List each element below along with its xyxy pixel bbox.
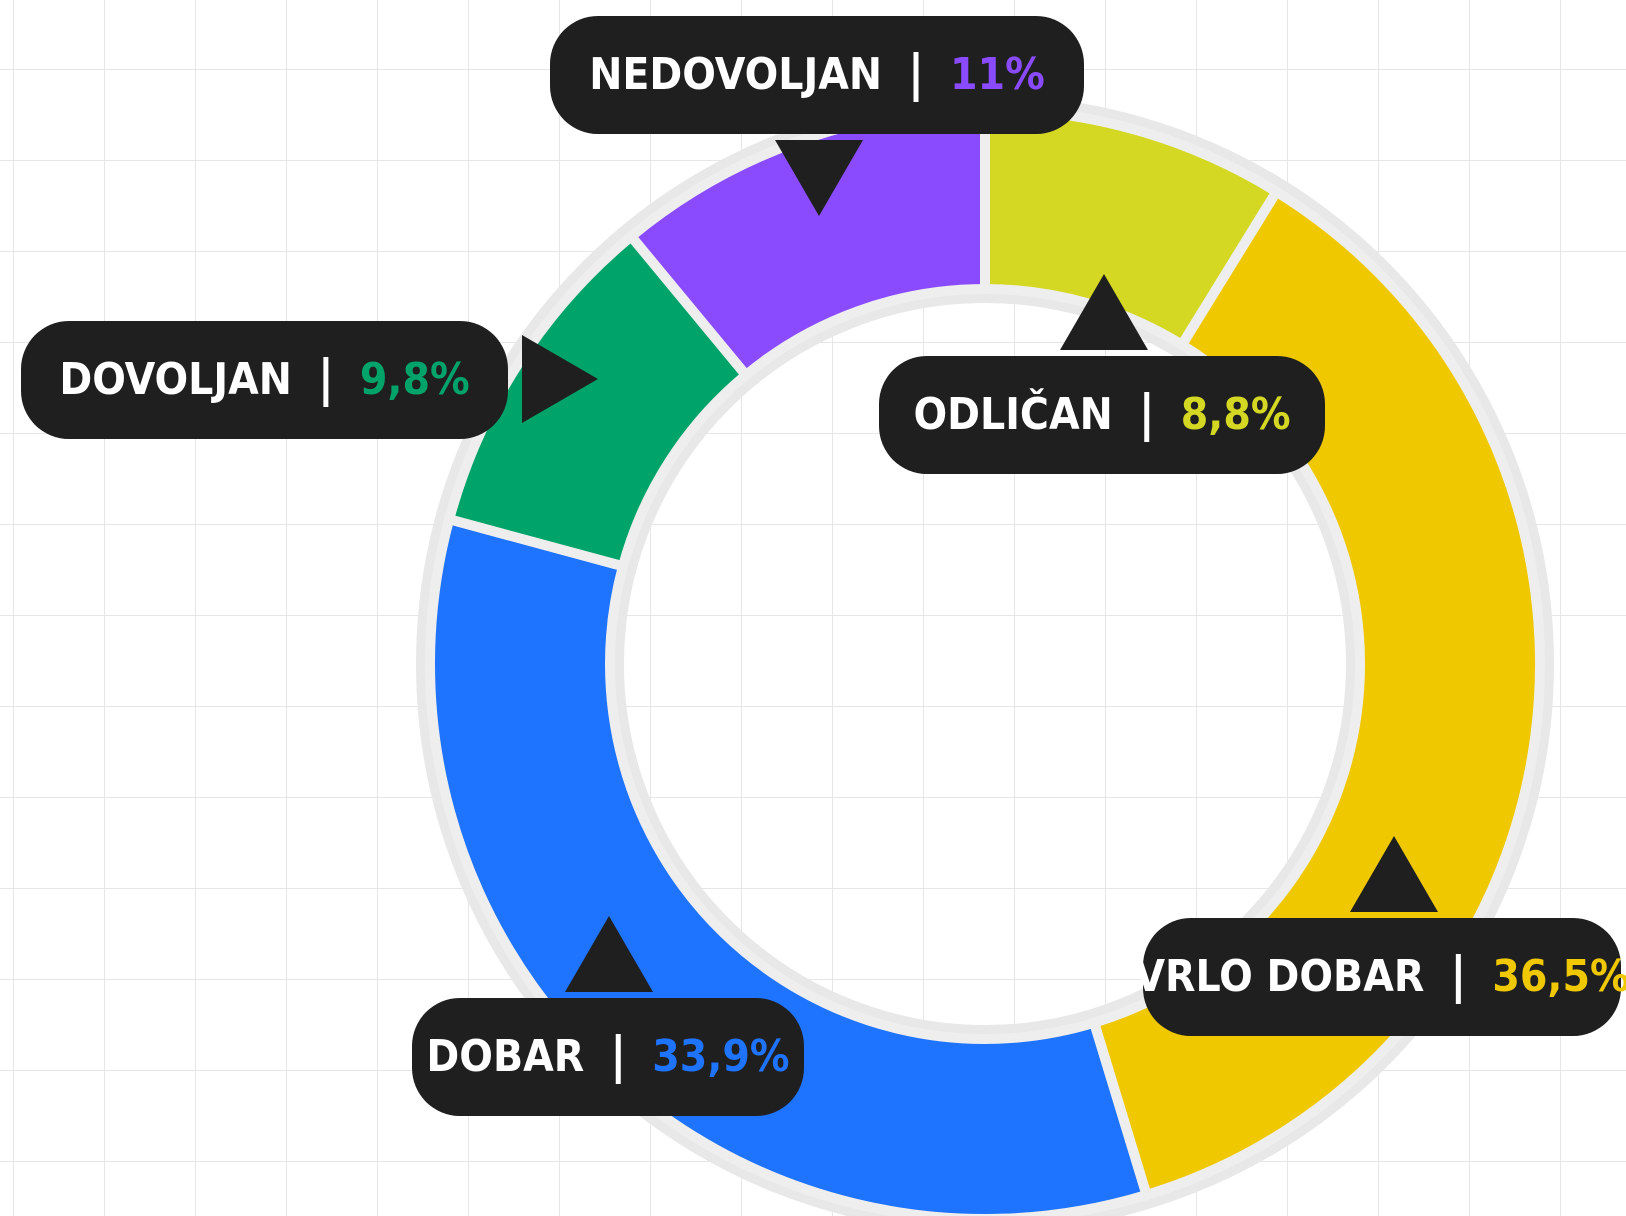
pointer [522,335,598,423]
category-label: ODLIČAN [913,387,1112,440]
pointer [1350,836,1438,912]
inner-ring [610,289,1360,1039]
category-label: VRLO DOBAR [1134,951,1424,1002]
pointer [1060,274,1148,350]
label-box [1143,918,1621,1036]
category-label: NEDOVOLJAN [589,49,882,100]
label-box [879,356,1325,474]
category-label: DOBAR [426,1031,584,1082]
pointer [775,140,863,216]
labels: ODLIČAN 8,8% VRLO DOBAR 36,5% DOBAR 33,9% DOVO… [21,16,1626,1116]
category-label: DOVOLJAN [59,354,292,405]
value-label: 11% [950,49,1045,100]
pointer [565,916,653,992]
label-box [21,321,508,439]
value-label: 8,8% [1181,389,1291,440]
label-box [412,998,804,1116]
value-label: 36,5% [1492,951,1626,1002]
label-box [550,16,1084,134]
value-label: 33,9% [652,1031,789,1082]
value-label: 9,8% [360,354,470,405]
